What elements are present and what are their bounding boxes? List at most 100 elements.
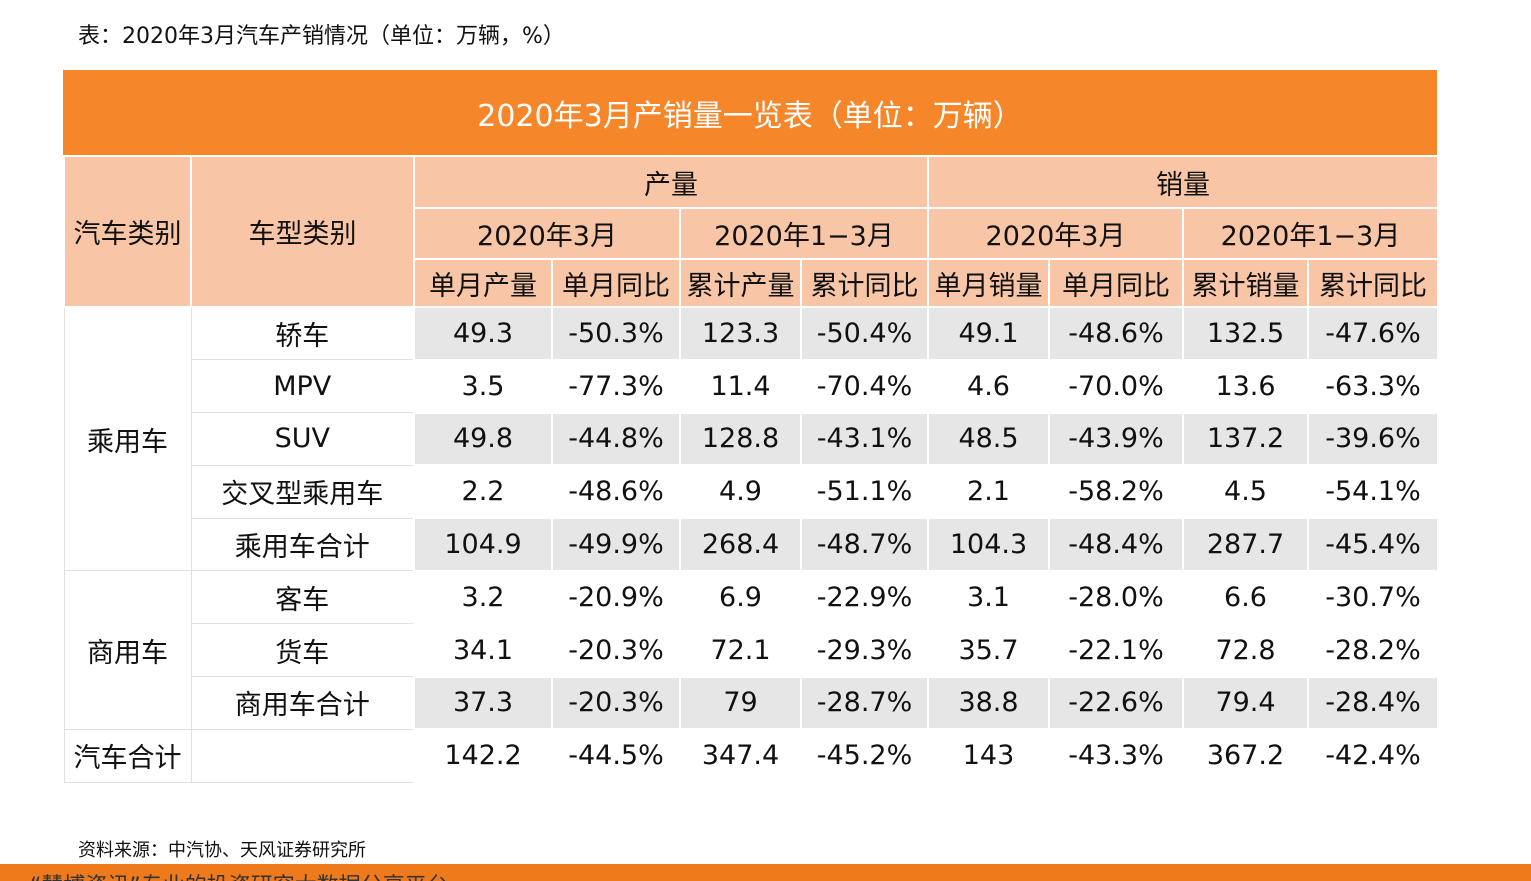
type-cell: 交叉型乘用车	[190, 464, 415, 519]
value-cell: 6.6	[1182, 569, 1309, 625]
value-cell: 72.8	[1182, 622, 1309, 678]
data-row: 货车 34.1 -20.3% 72.1 -29.3% 35.7 -22.1% 72.8 -28.…	[64, 622, 1439, 678]
value-cell: 287.7	[1182, 517, 1309, 572]
value-cell: -22.1%	[1048, 622, 1184, 678]
value-cell: 13.6	[1182, 358, 1309, 414]
value-cell: 128.8	[679, 411, 802, 467]
value-cell: -70.0%	[1048, 358, 1184, 414]
value-cell: 367.2	[1182, 728, 1309, 784]
header-row: 汽车类别 车型类别 产量 销量	[63, 155, 1439, 308]
value-cell: 143	[927, 728, 1050, 784]
category-cell: 商用车	[63, 570, 192, 730]
type-cell: SUV	[190, 412, 415, 466]
value-cell: 48.5	[927, 411, 1050, 467]
value-cell: -22.6%	[1048, 675, 1184, 731]
type-cell: 客车	[190, 570, 415, 625]
column-header: 累计同比	[800, 258, 929, 308]
column-header: 累计产量	[679, 258, 802, 308]
value-cell: -47.6%	[1307, 306, 1439, 361]
value-cell: -39.6%	[1307, 411, 1439, 467]
value-cell: 347.4	[679, 728, 802, 784]
category-cell: 乘用车	[63, 306, 192, 572]
value-cell: -43.3%	[1048, 728, 1184, 784]
value-cell: 6.9	[679, 569, 802, 625]
value-cell: 49.8	[413, 411, 553, 467]
value-cell: 104.9	[413, 517, 553, 572]
header-cell: 车型类别	[190, 155, 415, 308]
source: 资料来源：中汽协、天风证券研究所	[78, 840, 366, 861]
group-header: 产量	[413, 155, 929, 209]
period-header: 2020年3月	[927, 207, 1184, 260]
value-cell: -58.2%	[1048, 464, 1184, 520]
value-cell: -48.6%	[551, 464, 681, 520]
column-header: 单月同比	[551, 258, 681, 308]
data-row: 乘用车 轿车 49.3 -50.3% 123.3 -50.4% 49.1 -48.6% 132.…	[63, 306, 1439, 572]
value-cell: -43.9%	[1048, 411, 1184, 467]
value-cell: -28.4%	[1307, 675, 1439, 731]
value-cell: -63.3%	[1307, 358, 1439, 414]
value-cell: -48.4%	[1048, 517, 1184, 572]
data-row: MPV 3.5 -77.3% 11.4 -70.4% 4.6 -70.0% 13.6 -63.3…	[64, 358, 1439, 414]
value-cell: 123.3	[679, 306, 802, 361]
value-cell: -50.4%	[800, 306, 929, 361]
column-header: 单月产量	[413, 258, 553, 308]
value-cell: 132.5	[1182, 306, 1309, 361]
column-header: 累计同比	[1307, 258, 1439, 308]
value-cell: -29.3%	[800, 622, 929, 678]
value-cell: -51.1%	[800, 464, 929, 520]
value-cell: 3.5	[413, 358, 553, 414]
value-cell: -54.1%	[1307, 464, 1439, 520]
type-cell: 乘用车合计	[190, 517, 415, 572]
value-cell: -20.9%	[551, 569, 681, 625]
category-cell: 汽车合计	[63, 728, 192, 783]
group-header: 销量	[927, 155, 1439, 209]
sheet: 2020年3月产销量一览表（单位：万辆） 汽车类别 车型类别 产量 销量 2020年3月…	[63, 70, 1439, 784]
column-header: 单月销量	[927, 258, 1050, 308]
table-title: 2020年3月产销量一览表（单位：万辆）	[63, 70, 1437, 155]
data-row: 商用车合计 37.3 -20.3% 79 -28.7% 38.8 -22.6% 79.4 -28…	[64, 675, 1439, 731]
value-cell: 3.1	[927, 569, 1050, 625]
data-row: 商用车 客车 3.2 -20.9% 6.9 -22.9% 3.1 -28.0% 6.6 -30.7…	[63, 569, 1439, 730]
period-header: 2020年1−3月	[679, 207, 929, 260]
value-cell: -28.7%	[800, 675, 929, 731]
value-cell: -28.0%	[1048, 569, 1184, 625]
header-cell: 汽车类别	[63, 155, 192, 308]
period-header: 2020年3月	[413, 207, 681, 260]
value-cell: -20.3%	[551, 675, 681, 731]
value-cell: -49.9%	[551, 517, 681, 572]
value-cell: 3.2	[413, 569, 553, 625]
value-cell: 137.2	[1182, 411, 1309, 467]
value-cell: 37.3	[413, 675, 553, 731]
header-row: 2020年3月 2020年1−3月 2020年3月 2020年1−3月	[64, 207, 1439, 260]
type-cell: 轿车	[190, 306, 415, 361]
value-cell: 72.1	[679, 622, 802, 678]
value-cell: -43.1%	[800, 411, 929, 467]
value-cell: -30.7%	[1307, 569, 1439, 625]
value-cell: 11.4	[679, 358, 802, 414]
type-cell: 货车	[190, 623, 415, 678]
value-cell: 2.1	[927, 464, 1050, 520]
type-cell: MPV	[190, 359, 415, 414]
value-cell: 38.8	[927, 675, 1050, 731]
value-cell: 79	[679, 675, 802, 731]
caption: 表：2020年3月汽车产销情况（单位：万辆，%）	[78, 24, 565, 49]
column-header: 累计销量	[1182, 258, 1309, 308]
value-cell: 4.9	[679, 464, 802, 520]
value-cell: -44.8%	[551, 411, 681, 467]
value-cell: -20.3%	[551, 622, 681, 678]
header-row: 单月产量 单月同比 累计产量 累计同比 单月销量 单月同比 累计销量 累计同比	[64, 258, 1439, 308]
data-row: 乘用车合计 104.9 -49.9% 268.4 -48.7% 104.3 -48.4% 28…	[64, 517, 1439, 572]
value-cell: -45.4%	[1307, 517, 1439, 572]
value-cell: -50.3%	[551, 306, 681, 361]
value-cell: 268.4	[679, 517, 802, 572]
value-cell: -28.2%	[1307, 622, 1439, 678]
value-cell: -48.6%	[1048, 306, 1184, 361]
column-header: 单月同比	[1048, 258, 1184, 308]
value-cell: 4.5	[1182, 464, 1309, 520]
value-cell: 34.1	[413, 622, 553, 678]
value-cell: -48.7%	[800, 517, 929, 572]
value-cell: 35.7	[927, 622, 1050, 678]
value-cell: -44.5%	[551, 728, 681, 784]
value-cell: -45.2%	[800, 728, 929, 784]
